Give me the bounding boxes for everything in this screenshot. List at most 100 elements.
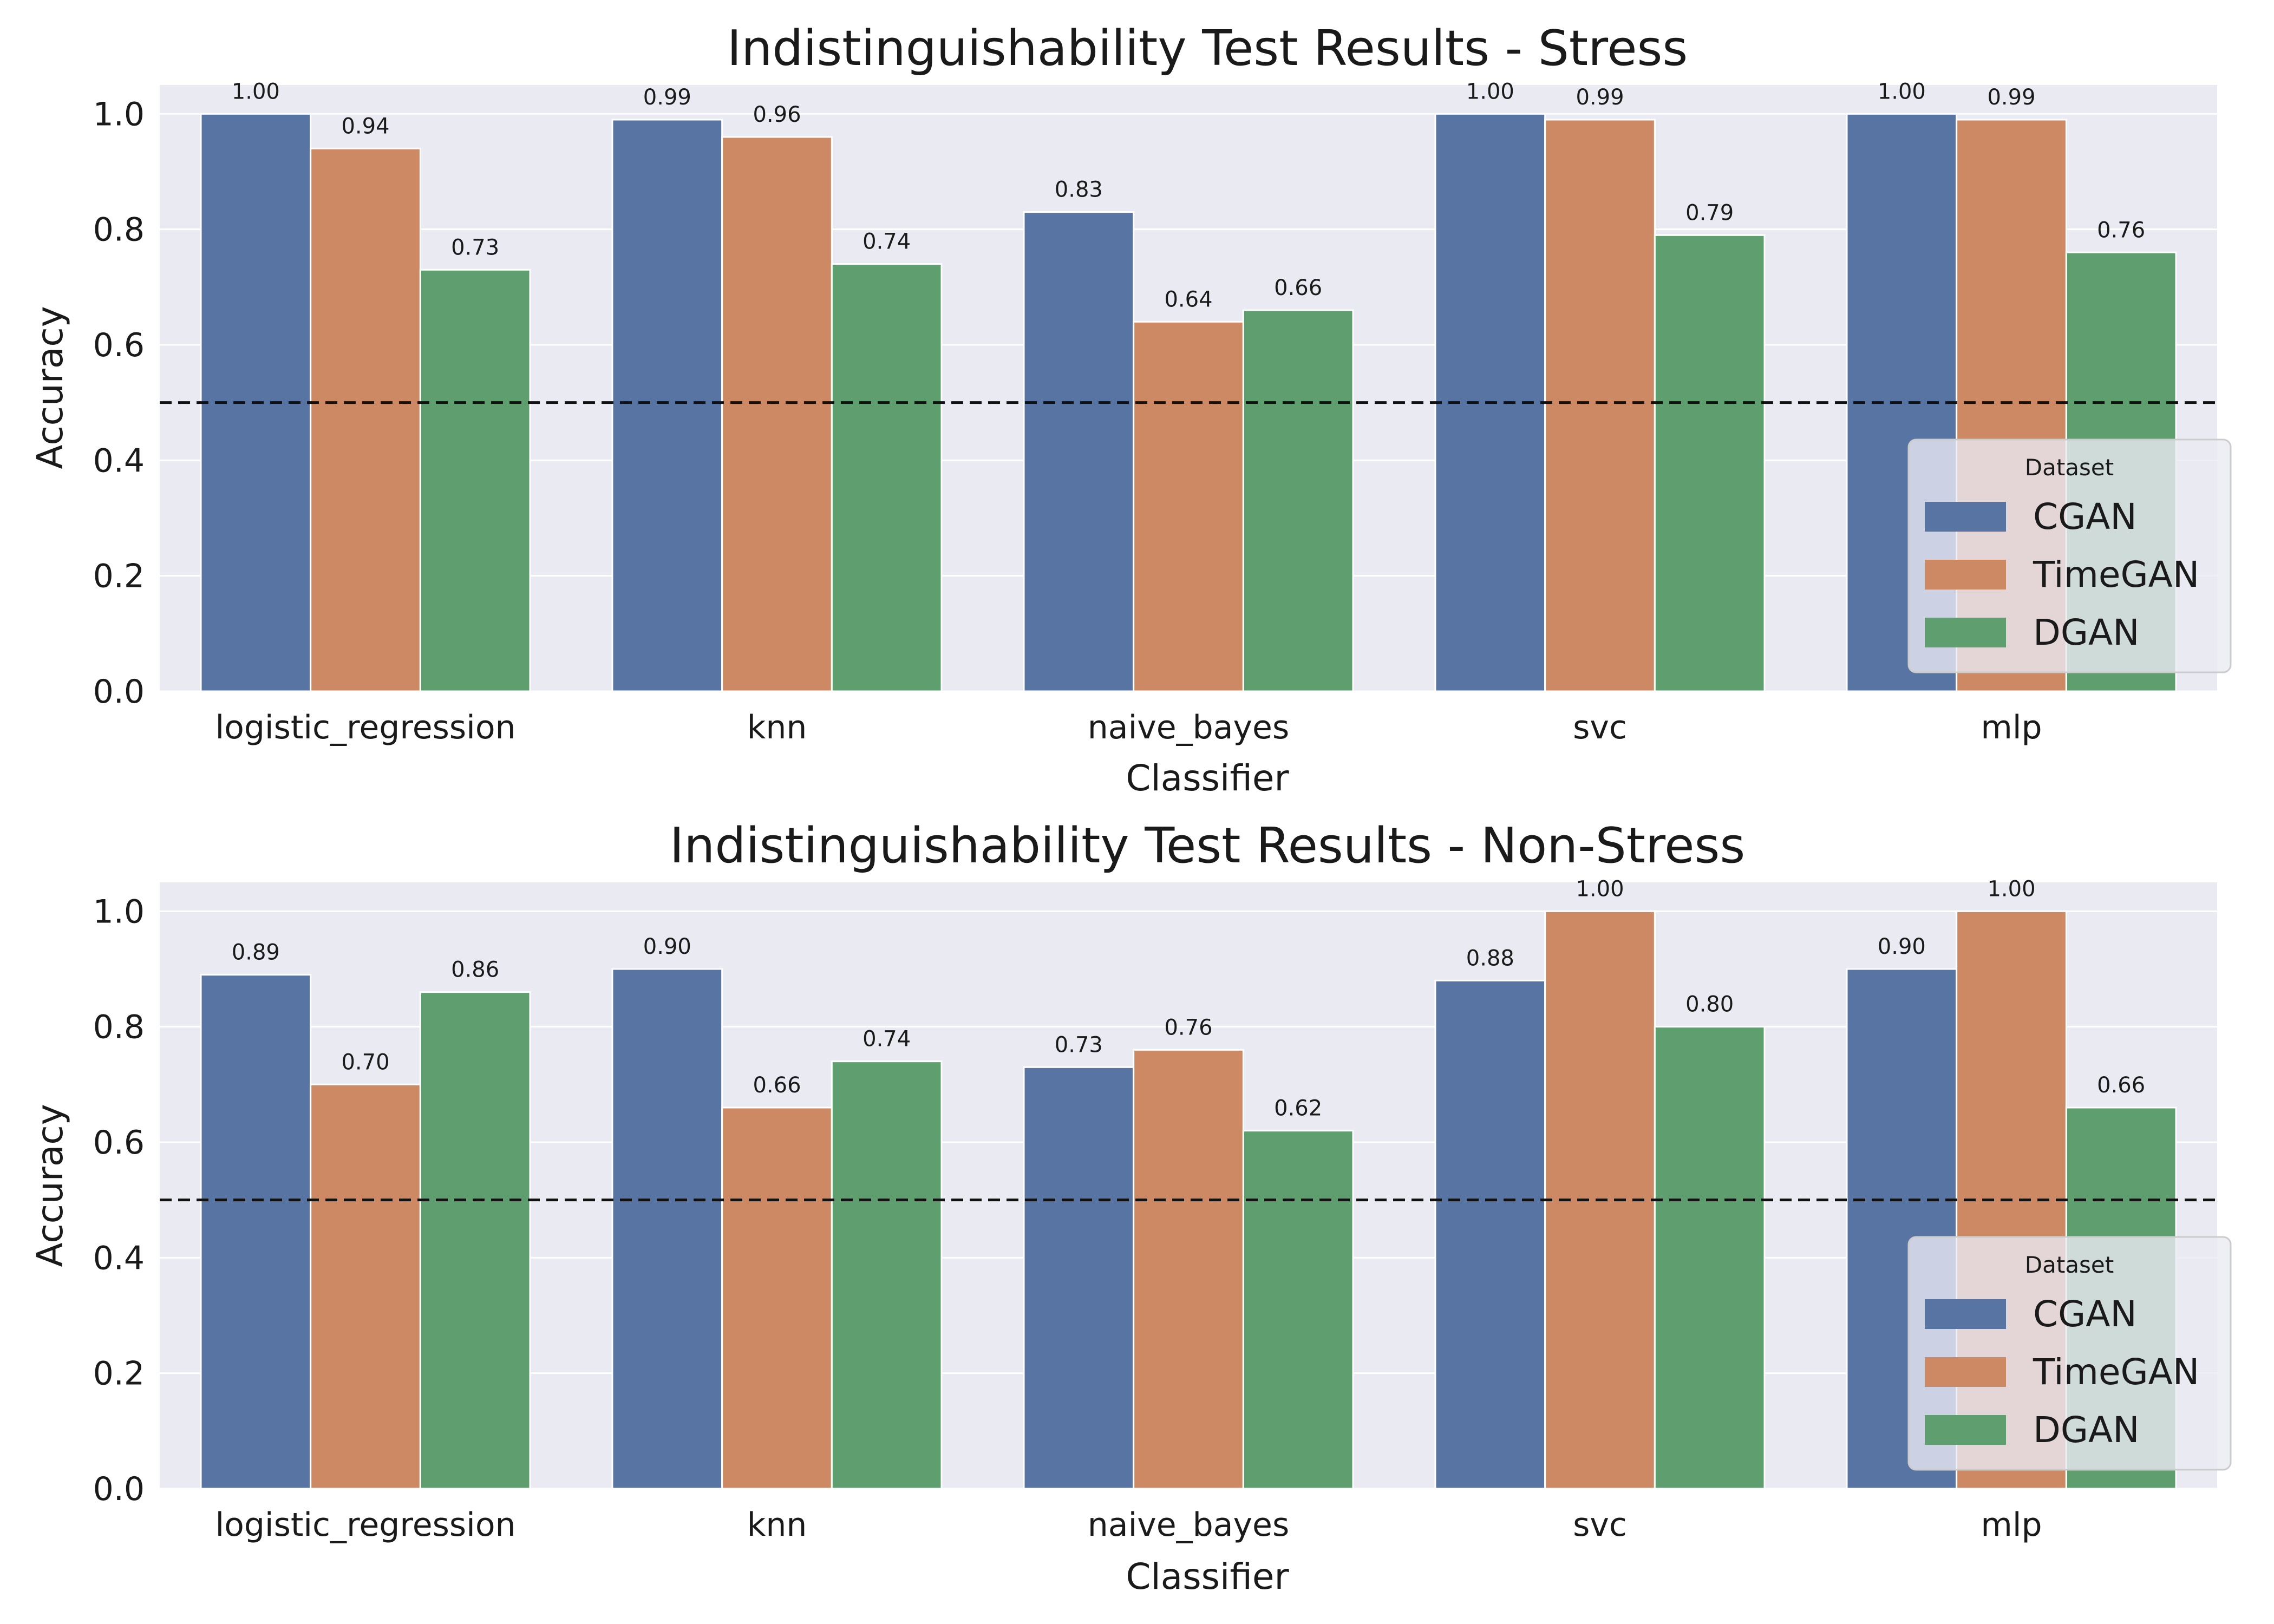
data-label: 0.90: [643, 934, 691, 959]
data-label: 0.66: [753, 1073, 801, 1098]
legend-swatch-timegan: [1925, 1357, 2006, 1387]
bar-dgan-knn: [831, 1060, 943, 1490]
data-label: 0.76: [1164, 1015, 1212, 1040]
legend-swatch-cgan: [1925, 1299, 2006, 1329]
legend-frame: [1907, 1236, 2232, 1471]
bar-timegan-logistic_regression: [310, 1083, 421, 1490]
bar-timegan-knn: [721, 136, 833, 692]
x-tick-label: svc: [1573, 1506, 1627, 1544]
x-tick-label: naive_bayes: [1088, 1506, 1289, 1544]
y-tick-label: 1.0: [93, 893, 145, 931]
data-label: 0.99: [1987, 85, 2035, 110]
y-tick-label: 0.4: [93, 442, 145, 480]
bar-dgan-naive_bayes: [1242, 1130, 1354, 1490]
legend: Dataset CGAN TimeGAN DGAN: [1907, 1236, 2232, 1471]
data-label: 0.88: [1466, 946, 1514, 971]
data-label: 0.74: [862, 230, 911, 254]
bar-cgan-svc: [1434, 979, 1546, 1490]
chart-non-stress: 0.89 0.70 0.86 0.90 0.66 0.74 0.73 0.76 0.62 0.88…: [29, 817, 2232, 1597]
y-tick-label: 0.8: [93, 1009, 145, 1046]
bar-timegan-svc: [1544, 119, 1656, 692]
x-axis-label: Classifier: [1126, 1556, 1289, 1597]
legend-frame: [1907, 438, 2232, 673]
legend-label-dgan: DGAN: [2033, 612, 2140, 653]
legend-items: CGAN TimeGAN DGAN: [1925, 496, 2199, 653]
bar-dgan-svc: [1654, 234, 1766, 692]
chart-title: Indistinguishability Test Results - Non-…: [670, 817, 1746, 874]
legend-label-cgan: CGAN: [2033, 496, 2137, 538]
bar-timegan-naive_bayes: [1133, 1049, 1244, 1490]
bar-cgan-knn: [611, 968, 723, 1490]
bar-timegan-naive_bayes: [1133, 320, 1244, 692]
x-tick-label: mlp: [1981, 1506, 2042, 1544]
data-label: 0.83: [1055, 178, 1103, 202]
chart-stress: 1.000.940.730.990.960.740.830.64 0.661.00…: [29, 20, 2232, 799]
data-label: 0.70: [341, 1050, 389, 1075]
y-axis-label: Accuracy: [29, 1104, 71, 1267]
legend-swatch-dgan: [1925, 618, 2006, 647]
data-labels: 0.89 0.70 0.86 0.90 0.66 0.74 0.73 0.76 0.62 0.88…: [232, 876, 2145, 1121]
data-label: 0.89: [232, 940, 280, 965]
legend: Dataset CGAN TimeGAN DGAN: [1907, 438, 2232, 673]
data-label: 1.00: [232, 79, 280, 104]
y-tick-label: 0.0: [93, 673, 145, 711]
data-label: 0.80: [1685, 992, 1734, 1017]
data-label: 0.90: [1878, 934, 1926, 959]
data-label: 0.99: [643, 85, 691, 110]
legend-label-cgan: CGAN: [2033, 1293, 2137, 1335]
bar-dgan-knn: [831, 263, 943, 692]
data-labels: 1.00 0.94 0.73 0.99 0.96 0.74 0.83 0.64 0.66 1.00…: [232, 79, 2145, 312]
data-label: 0.73: [1055, 1032, 1103, 1057]
x-ticks: logistic_regression knn naive_bayes svc mlp: [215, 1506, 2042, 1544]
x-tick-label: logistic_regression: [215, 709, 515, 746]
data-label: 0.79: [1685, 200, 1734, 225]
x-tick-label: knn: [747, 709, 807, 746]
bar-timegan-logistic_regression: [310, 147, 421, 692]
y-ticks: 0.0 0.2 0.4 0.6 0.8 1.0: [93, 893, 145, 1508]
bar-dgan-naive_bayes: [1242, 309, 1354, 692]
data-label: 0.74: [862, 1027, 911, 1052]
bar-cgan-naive_bayes: [1023, 1066, 1135, 1490]
data-label: 0.66: [2097, 1073, 2145, 1098]
bar-cgan-logistic_regression: [200, 974, 312, 1490]
bar-cgan-naive_bayes: [1023, 211, 1135, 692]
legend-swatch-cgan: [1925, 502, 2006, 532]
y-tick-label: 0.8: [93, 211, 145, 249]
data-label: 0.66: [1274, 276, 1322, 300]
data-label: 1.00: [1878, 79, 1926, 104]
y-tick-label: 0.6: [93, 1124, 145, 1162]
x-axis-label: Classifier: [1126, 757, 1289, 799]
data-label: 0.62: [1274, 1096, 1322, 1121]
data-label: 0.64: [1164, 287, 1212, 312]
data-label: 0.96: [753, 102, 801, 127]
y-tick-label: 1.0: [93, 95, 145, 133]
data-label: 0.94: [341, 114, 389, 139]
data-label: 1.00: [1576, 876, 1624, 901]
bar-timegan-knn: [721, 1106, 833, 1490]
y-tick-label: 0.6: [93, 326, 145, 364]
data-label: 0.99: [1576, 85, 1624, 110]
y-tick-label: 0.2: [93, 1355, 145, 1393]
data-label: 0.73: [451, 235, 499, 260]
y-ticks: 0.0 0.2 0.4 0.6 0.8 1.0: [93, 95, 145, 711]
x-ticks: logistic_regression knn naive_bayes svc mlp: [215, 709, 2042, 746]
bar-cgan-knn: [611, 119, 723, 692]
legend-label-timegan: TimeGAN: [2033, 554, 2199, 595]
bar-dgan-svc: [1654, 1026, 1766, 1490]
legend-items: CGAN TimeGAN DGAN: [1925, 1293, 2199, 1451]
x-tick-label: logistic_regression: [215, 1506, 515, 1544]
legend-title: Dataset: [2025, 454, 2114, 481]
data-label: 1.00: [1987, 876, 2035, 901]
chart-title: Indistinguishability Test Results - Stre…: [727, 20, 1688, 77]
bar-dgan-logistic_regression: [419, 991, 531, 1490]
legend-swatch-timegan: [1925, 560, 2006, 590]
legend-swatch-dgan: [1925, 1415, 2006, 1445]
x-tick-label: knn: [747, 1506, 807, 1544]
y-tick-label: 0.2: [93, 558, 145, 595]
y-tick-label: 0.4: [93, 1239, 145, 1277]
x-tick-label: naive_bayes: [1088, 709, 1289, 746]
y-tick-label: 0.0: [93, 1470, 145, 1508]
x-tick-label: mlp: [1981, 709, 2042, 746]
data-label: 0.76: [2097, 218, 2145, 243]
